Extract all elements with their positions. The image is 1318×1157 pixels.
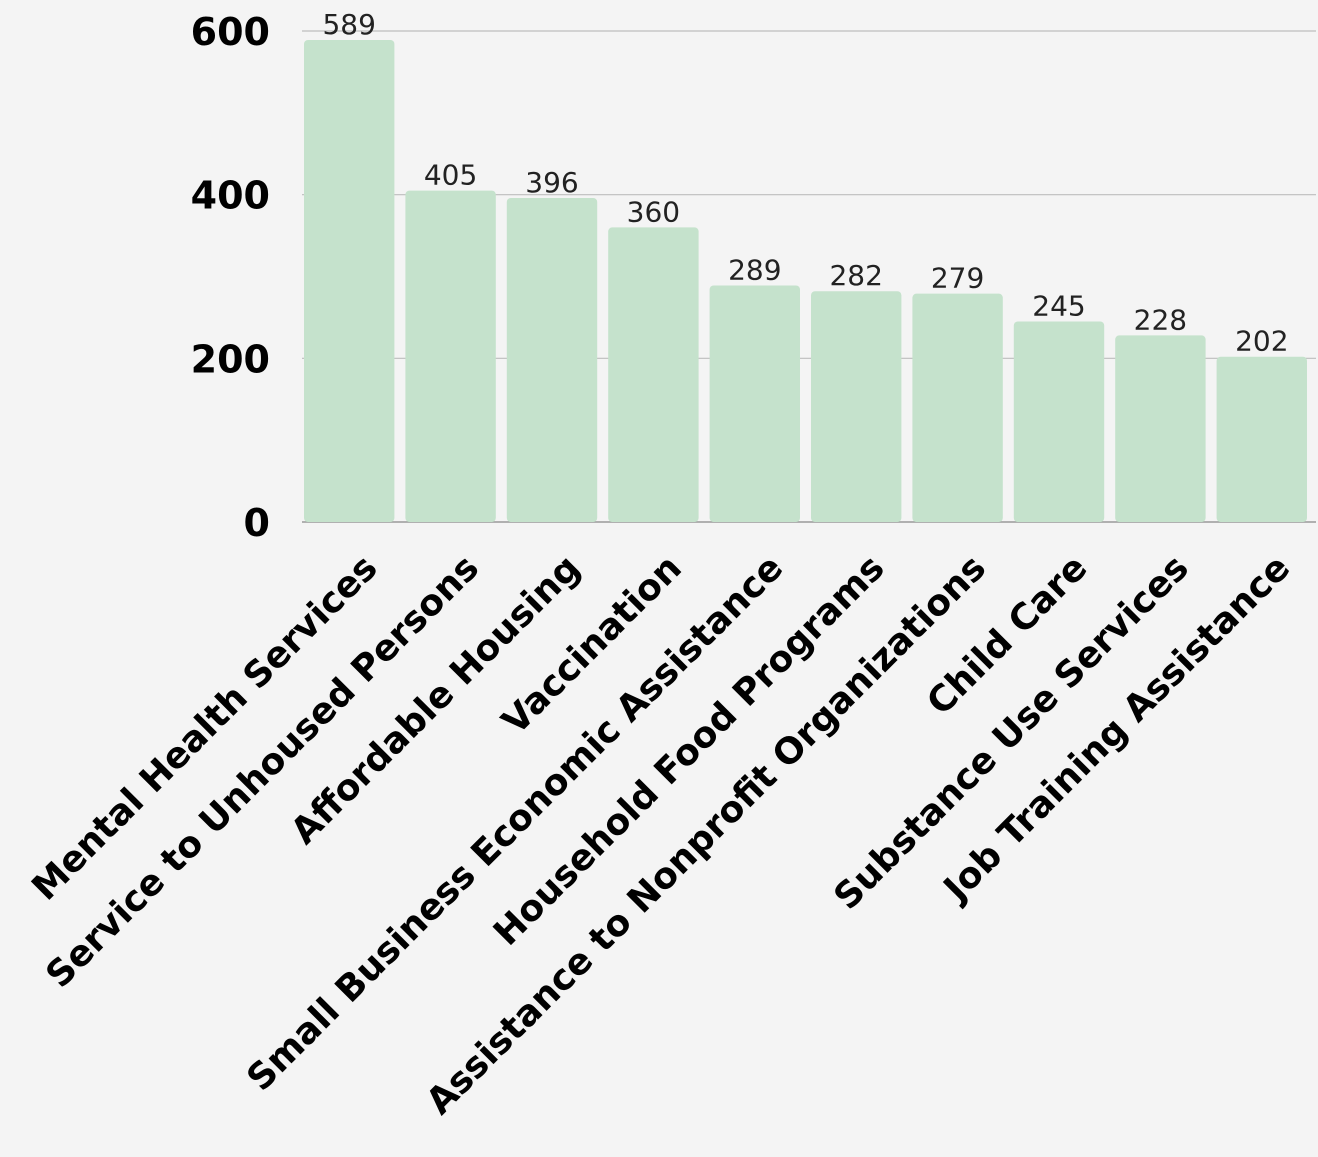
data-label: 289 bbox=[728, 254, 781, 287]
y-tick-label: 400 bbox=[191, 174, 270, 218]
bar bbox=[405, 190, 496, 522]
bar bbox=[506, 197, 598, 522]
bars bbox=[304, 40, 1307, 522]
bar bbox=[912, 293, 1003, 522]
y-tick-label: 200 bbox=[191, 337, 270, 381]
data-label: 202 bbox=[1235, 325, 1288, 358]
data-label: 245 bbox=[1032, 290, 1085, 323]
y-axis-ticks: 0 200 400 600 bbox=[191, 10, 270, 545]
data-label: 360 bbox=[627, 195, 680, 228]
data-label: 405 bbox=[424, 159, 477, 192]
y-tick-label: 0 bbox=[244, 501, 270, 545]
bar bbox=[304, 40, 395, 522]
bar bbox=[608, 227, 699, 522]
bar bbox=[709, 285, 800, 522]
bar bbox=[1013, 321, 1105, 522]
bar bbox=[811, 291, 902, 522]
data-label: 279 bbox=[931, 262, 984, 295]
y-tick-label: 600 bbox=[191, 10, 270, 54]
data-label: 282 bbox=[829, 259, 882, 292]
data-labels: 589 405 396 360 289 282 279 245 228 202 bbox=[322, 8, 1288, 358]
data-label: 589 bbox=[322, 8, 375, 41]
data-label: 228 bbox=[1134, 303, 1187, 336]
bar bbox=[1115, 335, 1206, 522]
bar bbox=[1216, 356, 1307, 522]
x-tick-label: Vaccination bbox=[495, 547, 690, 742]
data-label: 396 bbox=[525, 166, 578, 199]
